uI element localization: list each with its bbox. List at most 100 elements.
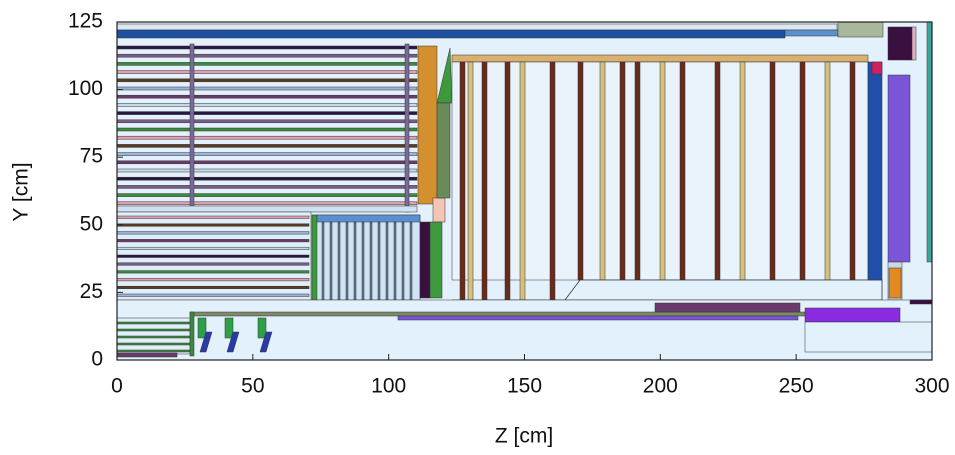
part [198,318,206,338]
stripe [117,112,417,115]
layer [740,62,745,280]
part [225,318,233,338]
part [805,322,932,352]
part [398,316,798,320]
stripe [117,161,417,164]
layer [850,62,855,280]
stripe [117,153,417,156]
part [430,222,442,298]
layer [330,222,332,300]
stripe [117,103,417,106]
stripe [117,202,417,205]
x-tick-label: 200 [643,375,678,398]
part [317,215,420,222]
stripe [117,232,309,235]
y-axis-label: Y [cm] [10,162,33,221]
y-tick-label: 0 [91,348,103,371]
layer [460,62,465,300]
part [889,268,901,298]
stripe [117,87,417,90]
part [805,308,900,322]
part [190,312,194,356]
part [655,303,800,312]
y-tick-label: 100 [68,77,103,100]
layer [402,222,404,300]
part [117,353,177,357]
y-tick-label: 50 [80,212,103,235]
part [888,75,910,262]
part [420,222,430,298]
part [927,22,932,262]
part [190,312,805,316]
layer [322,222,324,300]
stripe [117,54,417,57]
layer [800,62,805,280]
stripe [117,350,190,352]
detector-layout [117,22,932,360]
stripe [117,144,417,147]
part [868,62,882,280]
part [258,318,266,338]
stripe [117,71,417,74]
layer [680,62,685,280]
layer [505,62,510,300]
part [437,103,450,198]
part [117,24,837,30]
x-tick-label: 100 [371,375,406,398]
stripe [117,336,190,338]
layer [370,222,372,300]
part [888,27,912,60]
stripe [117,322,190,324]
layer [386,222,388,300]
stripe [117,239,309,242]
layer [620,62,625,280]
stripe [117,216,309,219]
stripe [117,62,417,65]
part [785,30,838,36]
part [117,206,417,212]
layer [825,62,830,280]
part [190,44,194,212]
layer [468,62,473,300]
x-tick-label: 150 [507,375,542,398]
layer [482,62,487,300]
layer [770,62,775,280]
x-tick-label: 300 [914,375,949,398]
part [312,215,317,300]
stripe [117,46,417,49]
layer [378,222,380,300]
x-tick-label: 0 [111,375,123,398]
stripe [117,271,309,274]
chart: Z [cm] Y [cm] 0 50 100 150 200 250 300 0 25 50 75 1… [0,0,955,450]
layer [394,222,396,300]
layer [410,222,412,300]
stripe [117,247,309,250]
y-tick-label: 75 [80,145,103,168]
part [910,300,932,304]
stripe [117,128,417,131]
part [872,62,882,74]
y-tick-label: 25 [80,280,103,303]
stripe [117,169,417,172]
part [433,198,445,222]
x-axis-label: Z [cm] [495,425,553,448]
x-tick-label: 50 [241,375,264,398]
part [117,30,785,38]
part [912,27,916,60]
stripe [117,343,190,345]
stripe [117,224,309,227]
layer [550,62,555,300]
stripe [117,263,309,266]
part [838,22,883,37]
layer [600,62,605,280]
stripe [117,95,417,98]
part [452,55,868,62]
layer [660,62,665,280]
stripe [117,177,417,180]
stripe [117,255,309,258]
stripe [117,185,417,188]
x-tick-label: 250 [779,375,814,398]
layer [346,222,348,300]
part [405,44,409,212]
y-tick-label: 125 [68,10,103,33]
